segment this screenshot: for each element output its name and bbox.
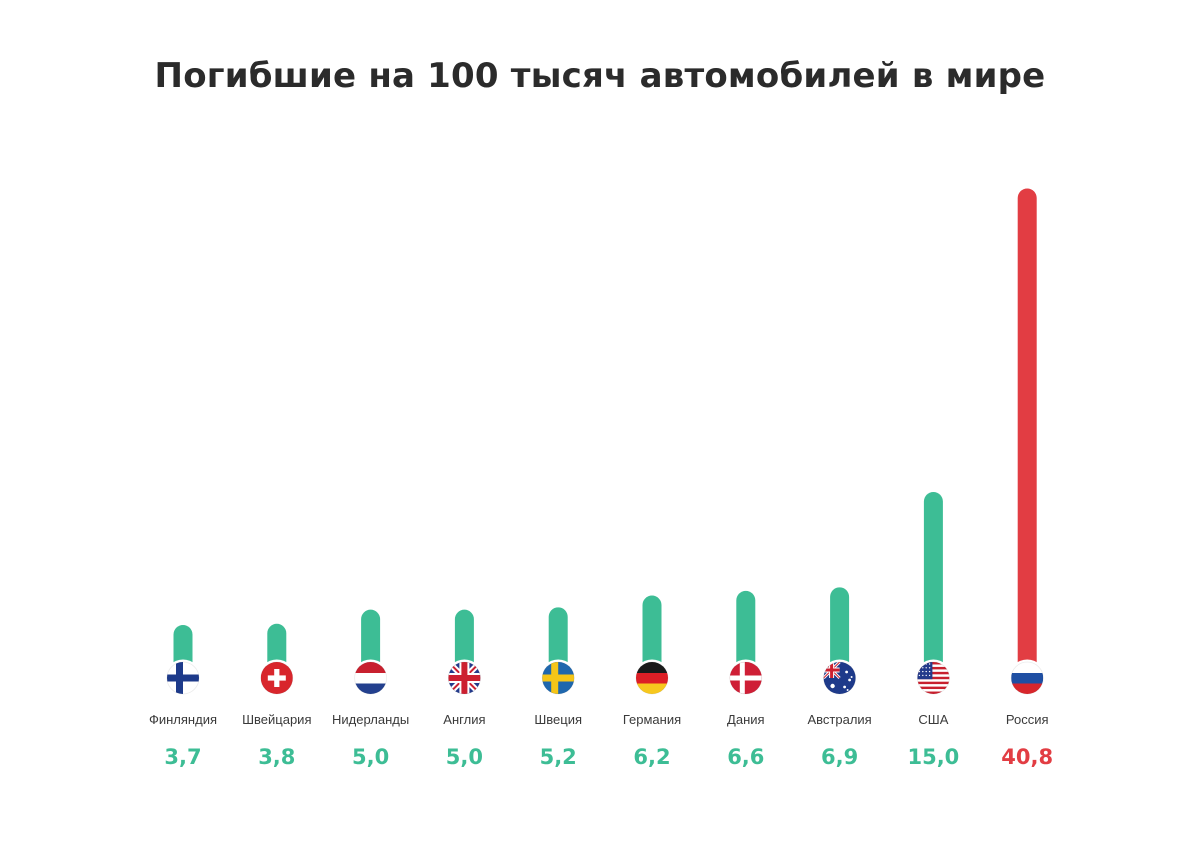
australia-flag-icon (821, 659, 859, 697)
finland-flag-icon (164, 659, 202, 697)
value-label-switzerland: 3,8 (258, 745, 295, 769)
country-label-netherlands: Нидерланды (332, 712, 409, 727)
value-label-sweden: 5,2 (540, 745, 577, 769)
value-label-usa: 15,0 (907, 745, 959, 769)
country-label-sweden: Швеция (534, 712, 582, 727)
country-label-germany: Германия (623, 712, 681, 727)
country-label-usa: США (918, 712, 948, 727)
value-label-netherlands: 5,0 (352, 745, 389, 769)
switzerland-flag-icon (258, 659, 296, 697)
chart-title: Погибшие на 100 тысяч автомобилей в мире (154, 56, 1046, 96)
country-label-england: Англия (443, 712, 485, 727)
value-label-finland: 3,7 (164, 745, 201, 769)
usa-flag-icon (914, 659, 952, 697)
value-label-germany: 6,2 (633, 745, 670, 769)
country-label-finland: Финляндия (149, 712, 217, 727)
denmark-flag-icon (727, 659, 765, 697)
value-label-denmark: 6,6 (727, 745, 764, 769)
country-label-australia: Австралия (807, 712, 871, 727)
germany-flag-icon (633, 659, 671, 697)
england-flag-icon (445, 659, 483, 697)
value-label-england: 5,0 (446, 745, 483, 769)
country-label-denmark: Дания (727, 712, 765, 727)
value-label-australia: 6,9 (821, 745, 858, 769)
country-label-russia: Россия (1006, 712, 1049, 727)
country-label-switzerland: Швейцария (242, 712, 311, 727)
value-label-russia: 40,8 (1001, 745, 1053, 769)
netherlands-flag-icon (352, 659, 390, 697)
sweden-flag-icon (539, 659, 577, 697)
russia-flag-icon (1008, 659, 1046, 697)
